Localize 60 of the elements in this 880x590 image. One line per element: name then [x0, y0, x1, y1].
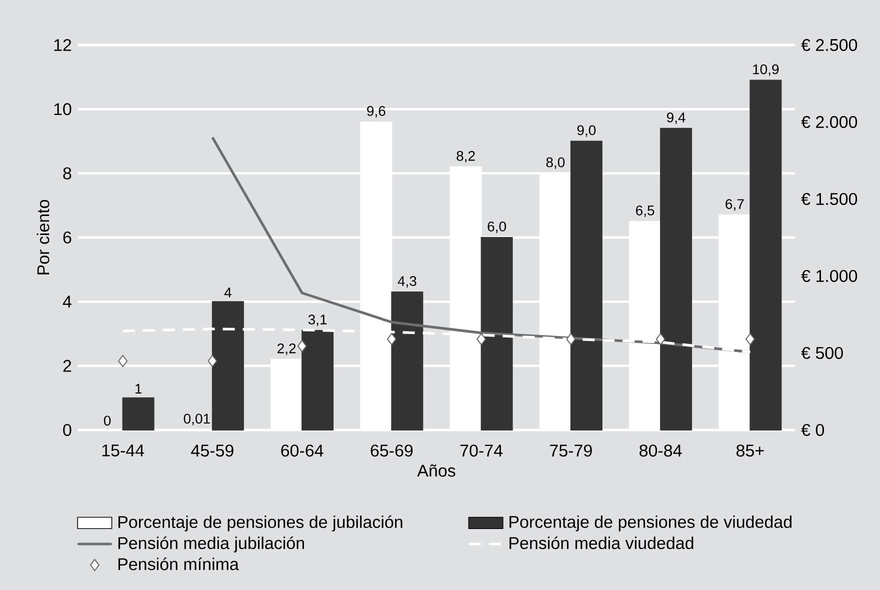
x-tick-label: 60-64 — [281, 444, 324, 457]
y-tick-label: 2 — [63, 360, 72, 372]
legend-label: Pensión mínima — [118, 558, 239, 570]
y2-tick-label: € 500 — [801, 346, 843, 359]
y2-tick-label: € 1.000 — [801, 270, 858, 282]
legend-label: Porcentaje de pensiones de viudedad — [510, 515, 792, 532]
y2-tick-label: € 2.000 — [801, 116, 858, 128]
y-axis-title: Por ciento — [36, 200, 50, 274]
point — [297, 340, 307, 352]
y-tick-label: 0 — [63, 424, 72, 436]
data-label: 9,6 — [367, 106, 386, 118]
point — [656, 333, 666, 346]
point — [118, 354, 128, 368]
data-label: 10,9 — [753, 64, 779, 76]
y2-tick-label: € 2.500 — [801, 39, 858, 52]
x-tick-label: 75-79 — [550, 444, 592, 457]
data-label: 6,7 — [726, 199, 744, 211]
x-axis-title: Años — [417, 464, 456, 477]
legend-label: Pensión media jubilación — [118, 536, 304, 552]
legend-label: Porcentaje de pensiones de jubilación — [118, 515, 402, 532]
bar — [570, 140, 602, 430]
y2-tick-label: € 1.500 — [801, 192, 858, 206]
data-label: 8,0 — [546, 157, 565, 169]
point — [208, 354, 218, 368]
bar — [122, 397, 154, 430]
data-label: 0,01 — [184, 414, 210, 426]
x-tick-label: 65-69 — [370, 444, 413, 457]
y-tick-label: 8 — [63, 167, 72, 180]
data-label: 2,2 — [278, 343, 296, 356]
x-tick-label: 80-84 — [640, 444, 682, 457]
bar — [302, 330, 334, 430]
x-tick-label: 45-59 — [191, 444, 234, 457]
data-label: 9,0 — [577, 125, 596, 137]
data-label: 3,1 — [308, 314, 327, 326]
point — [386, 333, 396, 346]
bar — [391, 292, 424, 430]
y2-tick-label: € 0 — [801, 424, 824, 436]
y-tick-label: 6 — [63, 231, 72, 244]
data-label: 9,4 — [666, 112, 686, 124]
bar — [212, 301, 244, 430]
point — [476, 333, 486, 346]
point — [745, 333, 755, 346]
bar — [480, 236, 513, 430]
data-label: 4 — [224, 288, 232, 298]
bar — [750, 80, 782, 430]
data-label: 6,0 — [488, 222, 506, 234]
data-label: 0 — [104, 416, 111, 426]
legend-label: Pensión media viudedad — [510, 536, 694, 550]
x-tick-label: 70-74 — [460, 444, 503, 457]
data-label: 6,5 — [636, 206, 654, 218]
y-tick-label: 4 — [62, 296, 72, 308]
data-label: 8,2 — [456, 150, 475, 163]
bar — [660, 128, 692, 430]
y-tick-label: 12 — [54, 39, 72, 51]
y-tick-label: 10 — [54, 103, 72, 116]
data-label: 1 — [135, 384, 142, 394]
data-label: 4,3 — [398, 276, 416, 288]
point — [566, 333, 576, 346]
x-tick-label: 85+ — [736, 444, 764, 457]
x-tick-label: 15-44 — [102, 444, 144, 456]
